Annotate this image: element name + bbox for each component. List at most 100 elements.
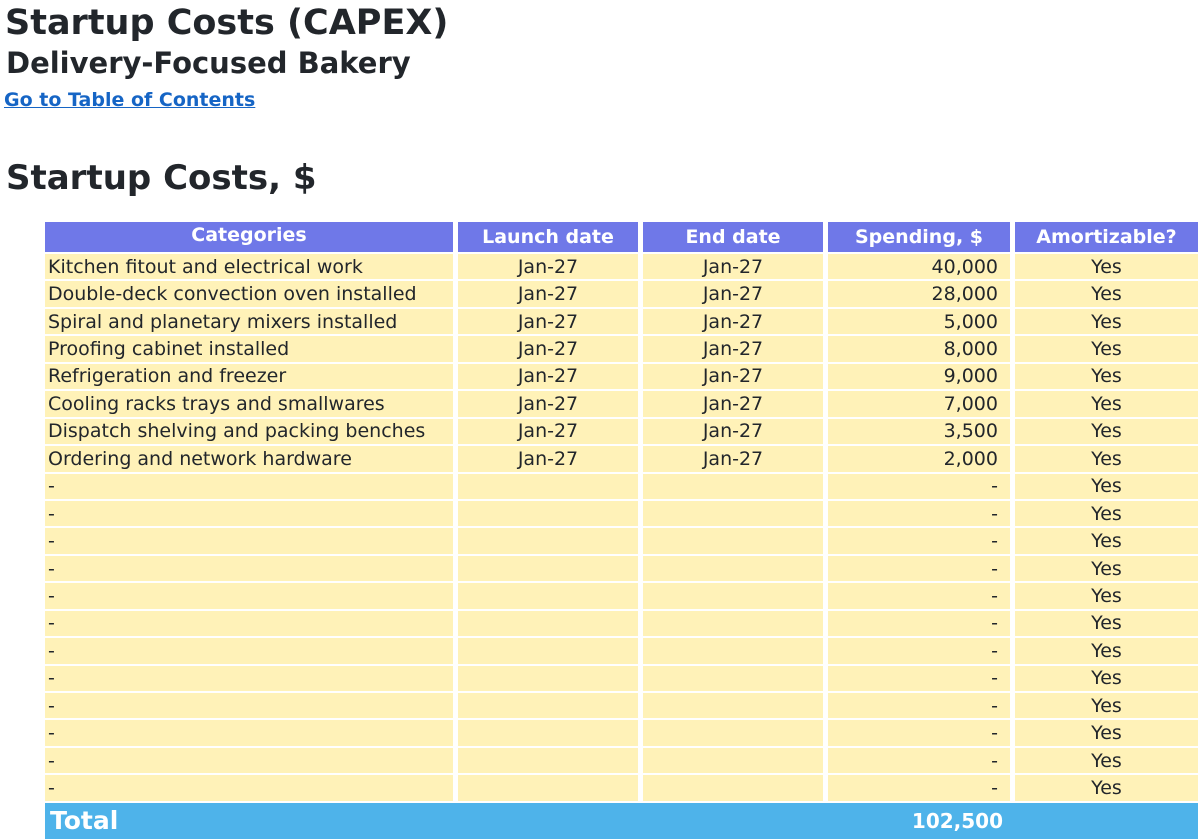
category-cell[interactable]: - — [45, 720, 458, 748]
category-cell[interactable]: - — [45, 610, 458, 639]
amortizable-cell[interactable]: Yes — [1015, 363, 1198, 392]
end-date-cell[interactable] — [643, 583, 828, 611]
amortizable-cell[interactable]: Yes — [1015, 720, 1198, 748]
amortizable-cell[interactable]: Yes — [1015, 391, 1198, 419]
spending-cell[interactable]: 28,000 — [828, 281, 1015, 309]
amortizable-cell[interactable]: Yes — [1015, 473, 1198, 501]
spending-cell[interactable]: 5,000 — [828, 308, 1015, 337]
category-cell[interactable]: - — [45, 665, 458, 693]
end-date-cell[interactable] — [643, 610, 828, 639]
launch-date-cell[interactable]: Jan-27 — [458, 363, 643, 392]
amortizable-cell[interactable]: Yes — [1015, 528, 1198, 556]
end-date-cell[interactable]: Jan-27 — [643, 418, 828, 447]
launch-date-cell[interactable] — [458, 665, 643, 693]
amortizable-cell[interactable]: Yes — [1015, 583, 1198, 611]
spending-cell[interactable]: - — [828, 500, 1015, 529]
spending-cell[interactable]: - — [828, 583, 1015, 611]
end-date-cell[interactable]: Jan-27 — [643, 308, 828, 337]
launch-date-cell[interactable]: Jan-27 — [458, 446, 643, 474]
launch-date-cell[interactable] — [458, 583, 643, 611]
end-date-cell[interactable] — [643, 473, 828, 501]
category-cell[interactable]: Proofing cabinet installed — [45, 336, 458, 364]
spending-cell[interactable]: - — [828, 610, 1015, 639]
category-cell[interactable]: - — [45, 500, 458, 529]
spending-cell[interactable]: - — [828, 720, 1015, 748]
launch-date-cell[interactable]: Jan-27 — [458, 308, 643, 337]
category-cell[interactable]: Refrigeration and freezer — [45, 363, 458, 392]
table-of-contents-link[interactable]: Go to Table of Contents — [4, 89, 256, 111]
spending-cell[interactable]: - — [828, 693, 1015, 721]
category-cell[interactable]: - — [45, 775, 458, 803]
end-date-cell[interactable]: Jan-27 — [643, 446, 828, 474]
end-date-cell[interactable] — [643, 638, 828, 666]
end-date-cell[interactable]: Jan-27 — [643, 254, 828, 282]
launch-date-cell[interactable] — [458, 528, 643, 556]
category-cell[interactable]: - — [45, 638, 458, 666]
launch-date-cell[interactable] — [458, 720, 643, 748]
category-cell[interactable]: Spiral and planetary mixers installed — [45, 308, 458, 337]
spending-cell[interactable]: - — [828, 528, 1015, 556]
end-date-cell[interactable] — [643, 555, 828, 584]
spending-cell[interactable]: 7,000 — [828, 391, 1015, 419]
launch-date-cell[interactable] — [458, 500, 643, 529]
launch-date-cell[interactable]: Jan-27 — [458, 254, 643, 282]
spending-cell[interactable]: 3,500 — [828, 418, 1015, 447]
launch-date-cell[interactable] — [458, 610, 643, 639]
spending-cell[interactable]: - — [828, 638, 1015, 666]
end-date-cell[interactable]: Jan-27 — [643, 336, 828, 364]
end-date-cell[interactable]: Jan-27 — [643, 363, 828, 392]
launch-date-cell[interactable] — [458, 693, 643, 721]
spending-cell[interactable]: 2,000 — [828, 446, 1015, 474]
amortizable-cell[interactable]: Yes — [1015, 254, 1198, 282]
launch-date-cell[interactable] — [458, 775, 643, 803]
launch-date-cell[interactable] — [458, 638, 643, 666]
spending-cell[interactable]: - — [828, 747, 1015, 776]
spending-cell[interactable]: 40,000 — [828, 254, 1015, 282]
end-date-cell[interactable] — [643, 500, 828, 529]
spending-cell[interactable]: 9,000 — [828, 363, 1015, 392]
amortizable-cell[interactable]: Yes — [1015, 775, 1198, 803]
category-cell[interactable]: Kitchen fitout and electrical work — [45, 254, 458, 282]
spending-cell[interactable]: - — [828, 665, 1015, 693]
category-cell[interactable]: - — [45, 473, 458, 501]
spending-cell[interactable]: - — [828, 555, 1015, 584]
end-date-cell[interactable] — [643, 528, 828, 556]
category-cell[interactable]: Dispatch shelving and packing benches — [45, 418, 458, 447]
amortizable-cell[interactable]: Yes — [1015, 665, 1198, 693]
launch-date-cell[interactable] — [458, 555, 643, 584]
launch-date-cell[interactable]: Jan-27 — [458, 391, 643, 419]
launch-date-cell[interactable]: Jan-27 — [458, 418, 643, 447]
amortizable-cell[interactable]: Yes — [1015, 555, 1198, 584]
category-cell[interactable]: - — [45, 693, 458, 721]
category-cell[interactable]: - — [45, 747, 458, 776]
launch-date-cell[interactable] — [458, 747, 643, 776]
category-cell[interactable]: - — [45, 583, 458, 611]
launch-date-cell[interactable]: Jan-27 — [458, 336, 643, 364]
amortizable-cell[interactable]: Yes — [1015, 418, 1198, 447]
amortizable-cell[interactable]: Yes — [1015, 308, 1198, 337]
amortizable-cell[interactable]: Yes — [1015, 500, 1198, 529]
amortizable-cell[interactable]: Yes — [1015, 638, 1198, 666]
category-cell[interactable]: Ordering and network hardware — [45, 446, 458, 474]
category-cell[interactable]: Cooling racks trays and smallwares — [45, 391, 458, 419]
launch-date-cell[interactable] — [458, 473, 643, 501]
amortizable-cell[interactable]: Yes — [1015, 281, 1198, 309]
amortizable-cell[interactable]: Yes — [1015, 610, 1198, 639]
end-date-cell[interactable] — [643, 720, 828, 748]
amortizable-cell[interactable]: Yes — [1015, 747, 1198, 776]
amortizable-cell[interactable]: Yes — [1015, 693, 1198, 721]
end-date-cell[interactable] — [643, 747, 828, 776]
end-date-cell[interactable] — [643, 693, 828, 721]
spending-cell[interactable]: 8,000 — [828, 336, 1015, 364]
end-date-cell[interactable]: Jan-27 — [643, 281, 828, 309]
end-date-cell[interactable]: Jan-27 — [643, 391, 828, 419]
category-cell[interactable]: - — [45, 528, 458, 556]
spending-cell[interactable]: - — [828, 473, 1015, 501]
spending-cell[interactable]: - — [828, 775, 1015, 803]
launch-date-cell[interactable]: Jan-27 — [458, 281, 643, 309]
end-date-cell[interactable] — [643, 775, 828, 803]
end-date-cell[interactable] — [643, 665, 828, 693]
category-cell[interactable]: Double-deck convection oven installed — [45, 281, 458, 309]
amortizable-cell[interactable]: Yes — [1015, 446, 1198, 474]
amortizable-cell[interactable]: Yes — [1015, 336, 1198, 364]
